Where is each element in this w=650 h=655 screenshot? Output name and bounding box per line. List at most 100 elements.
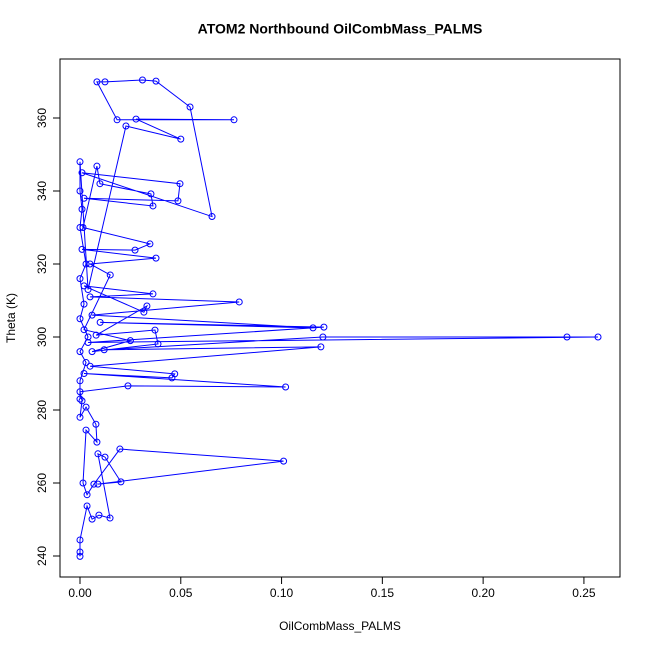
data-point <box>94 450 102 458</box>
data-point <box>80 370 88 378</box>
data-point <box>88 311 96 319</box>
data-point <box>95 511 103 519</box>
data-point <box>78 245 86 253</box>
data-point <box>317 343 325 351</box>
data-point <box>140 308 148 316</box>
data-point <box>76 187 84 195</box>
y-tick-label: 320 <box>35 254 49 274</box>
data-point <box>82 260 90 268</box>
data-point <box>76 552 84 560</box>
data-point <box>84 286 92 294</box>
data-point <box>319 333 327 341</box>
data-point <box>76 275 84 283</box>
data-point <box>171 370 179 378</box>
chart-title: ATOM2 Northbound OilCombMass_PALMS <box>198 21 483 37</box>
data-point <box>76 536 84 544</box>
y-tick-label: 300 <box>35 327 49 347</box>
data-point <box>92 420 100 428</box>
data-point <box>76 158 84 166</box>
data-point <box>96 180 104 188</box>
x-tick-label: 0.20 <box>471 586 495 600</box>
data-point <box>154 340 162 348</box>
data-point <box>76 395 84 403</box>
data-point <box>320 323 328 331</box>
y-tick-label: 240 <box>35 546 49 566</box>
data-point <box>93 78 101 86</box>
data-point <box>93 438 101 446</box>
x-tick-label: 0.00 <box>68 586 92 600</box>
data-point <box>79 223 87 231</box>
data-point <box>186 103 194 111</box>
y-tick-label: 360 <box>35 108 49 128</box>
data-point <box>96 318 104 326</box>
data-point <box>78 205 86 213</box>
data-point <box>76 413 84 421</box>
y-axis-label: Theta (K) <box>4 293 18 343</box>
data-point <box>116 445 124 453</box>
data-point <box>82 403 90 411</box>
data-point <box>82 359 90 367</box>
data-point <box>88 348 96 356</box>
data-point <box>86 293 94 301</box>
data-point <box>138 76 146 84</box>
data-point <box>143 302 151 310</box>
data-point <box>174 197 182 205</box>
x-tick-label: 0.05 <box>169 586 193 600</box>
data-point <box>84 333 92 341</box>
data-point <box>282 383 290 391</box>
data-point <box>78 169 86 177</box>
data-point <box>230 116 238 124</box>
y-tick-label: 280 <box>35 400 49 420</box>
data-point <box>76 315 84 323</box>
y-tick-label: 260 <box>35 473 49 493</box>
data-point <box>235 298 243 306</box>
x-axis-label: OilCombMass_PALMS <box>279 619 401 633</box>
data-point <box>79 479 87 487</box>
data-point <box>78 397 86 405</box>
data-point <box>106 514 114 522</box>
data-point <box>177 135 185 143</box>
x-tick-label: 0.10 <box>270 586 294 600</box>
data-point <box>124 382 132 390</box>
data-point <box>101 78 109 86</box>
data-point <box>132 115 140 123</box>
data-point <box>76 548 84 556</box>
data-point <box>563 333 571 341</box>
data-point <box>117 478 125 486</box>
data-point <box>80 326 88 334</box>
data-point <box>594 333 602 341</box>
data-point <box>176 180 184 188</box>
data-point <box>94 480 102 488</box>
data-point <box>82 426 90 434</box>
data-line <box>79 79 599 557</box>
data-point <box>280 457 288 465</box>
data-point <box>76 223 84 231</box>
data-point <box>86 260 94 268</box>
data-point <box>92 331 100 339</box>
data-point <box>90 480 98 488</box>
data-point <box>86 362 94 370</box>
data-point <box>93 162 101 170</box>
data-point <box>80 282 88 290</box>
x-tick-label: 0.15 <box>371 586 395 600</box>
y-tick-label: 340 <box>35 181 49 201</box>
data-point <box>76 388 84 396</box>
data-point <box>149 202 157 210</box>
data-point <box>309 324 317 332</box>
data-point <box>83 491 91 499</box>
data-point <box>80 194 88 202</box>
data-point <box>84 338 92 346</box>
data-point <box>113 116 121 124</box>
data-point <box>100 346 108 354</box>
data-point <box>151 326 159 334</box>
data-point <box>146 240 154 248</box>
data-point <box>147 190 155 198</box>
data-point <box>76 377 84 385</box>
data-point <box>76 348 84 356</box>
data-point <box>149 290 157 298</box>
data-point <box>83 502 91 510</box>
data-point <box>80 300 88 308</box>
data-point <box>126 337 134 345</box>
x-tick-label: 0.25 <box>572 586 596 600</box>
